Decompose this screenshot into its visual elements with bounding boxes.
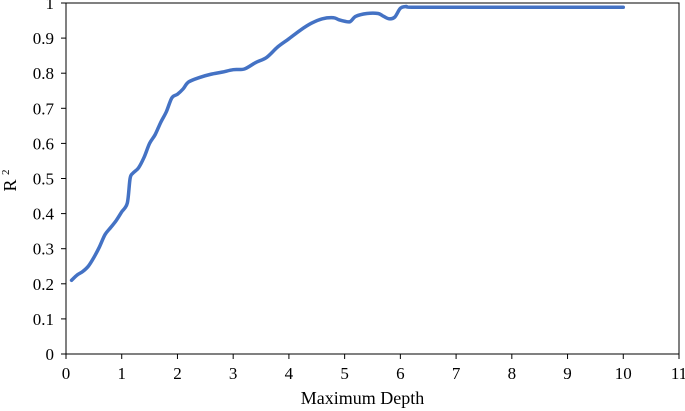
y-tick-label: 0.3 [33,240,54,259]
x-tick-label: 7 [452,364,461,383]
x-tick-label: 1 [117,364,126,383]
plot-frame [65,2,680,355]
y-tick-label: 0 [46,345,55,364]
y-tick-label: 0.6 [33,134,54,153]
x-tick-label: 2 [173,364,182,383]
x-axis-title: Maximum Depth [301,388,425,408]
y-axis-title-base: R [0,179,20,191]
x-tick-label: 9 [563,364,572,383]
y-axis-title: R 2 [0,169,20,191]
x-tick-label: 10 [615,364,632,383]
y-tick-label: 0.5 [33,170,54,189]
series-layer [69,4,626,283]
x-tick-label: 3 [229,364,238,383]
y-tick-label: 0.9 [33,29,54,48]
y-tick-label: 0.4 [33,205,55,224]
y-tick-label: 0.2 [33,275,54,294]
y-tick-label: 1 [46,0,55,13]
y-axis: 0 0.1 0.2 0.3 0.4 0.5 0.6 0.7 0.8 0.9 1 [33,0,66,364]
x-tick-label: 5 [340,364,349,383]
y-axis-title-superscript: 2 [0,169,12,175]
x-tick-label: 6 [396,364,405,383]
x-axis: 0 1 2 3 4 5 6 7 8 9 10 11 [62,354,685,383]
x-tick-label: 8 [508,364,517,383]
x-tick-label: 4 [285,364,294,383]
y-tick-label: 0.1 [33,310,54,329]
x-tick-label: 11 [671,364,685,383]
series-line-0 [69,4,626,283]
y-tick-label: 0.8 [33,64,54,83]
y-tick-label: 0.7 [33,99,55,118]
x-tick-label: 0 [62,364,71,383]
